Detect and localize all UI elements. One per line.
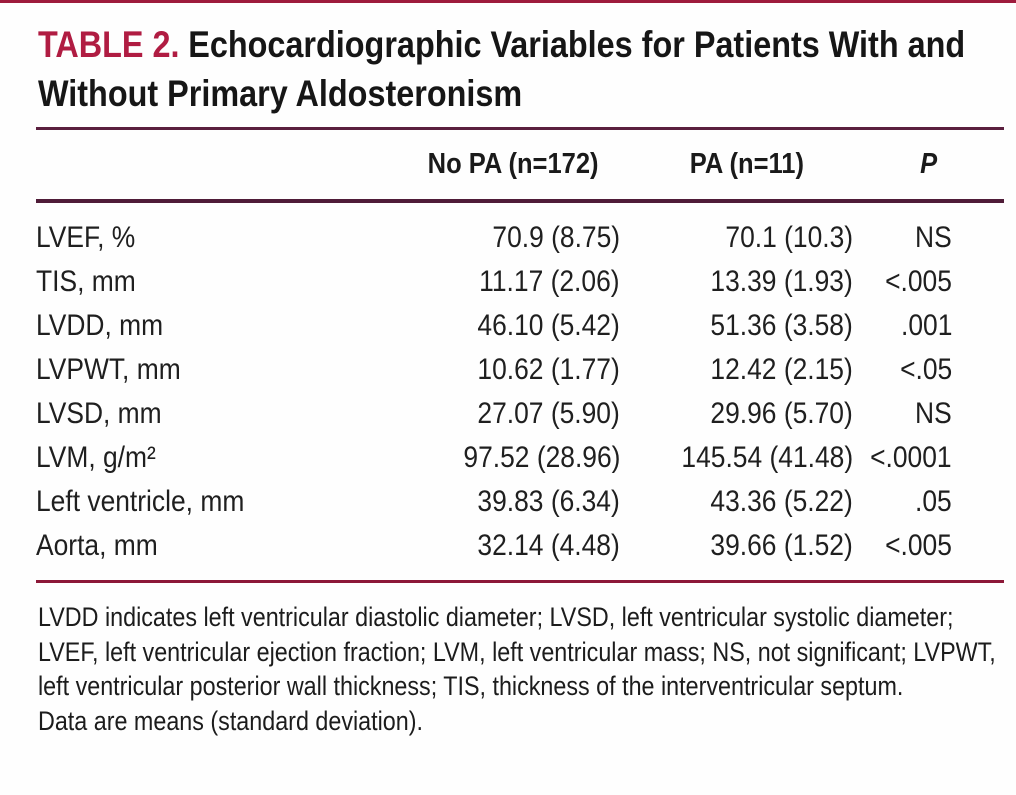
- pa-value-cell: 70.1 (10.3): [620, 221, 853, 255]
- table-title-block: TABLE 2. Echocardiographic Variables for …: [38, 3, 1016, 118]
- table-row-left-ventricle: Left ventricle, mm 39.83 (6.34) 43.36 (5…: [36, 480, 1004, 524]
- row-label: Left ventricle, mm: [36, 485, 245, 518]
- table-row-lvef: LVEF, % 70.9 (8.75) 70.1 (10.3) NS: [36, 216, 1004, 260]
- p-value-cell: <.0001: [853, 441, 1004, 475]
- p-value-cell: NS: [853, 221, 1004, 255]
- row-label: LVEF, %: [36, 221, 136, 254]
- header-cell-no-pa: No PA (n=172): [406, 148, 620, 181]
- row-label-cell: LVM, g/m²: [36, 441, 406, 475]
- footnote-block: LVDD indicates left ventricular diastoli…: [38, 600, 1004, 738]
- pa-value: 12.42 (2.15): [710, 353, 853, 386]
- row-label: LVM, g/m²: [36, 441, 156, 474]
- footnote-abbreviations: LVDD indicates left ventricular diastoli…: [38, 602, 996, 701]
- pa-value-cell: 13.39 (1.93): [620, 265, 853, 299]
- no-pa-value-cell: 70.9 (8.75): [406, 221, 620, 255]
- row-label-cell: Left ventricle, mm: [36, 485, 406, 519]
- p-value: NS: [915, 397, 952, 430]
- no-pa-value-cell: 10.62 (1.77): [406, 353, 620, 387]
- table-header-row: No PA (n=172) PA (n=11) P: [36, 130, 1004, 203]
- pa-value: 29.96 (5.70): [710, 397, 853, 430]
- no-pa-value-cell: 39.83 (6.34): [406, 485, 620, 519]
- p-value-cell: .05: [853, 485, 1004, 519]
- pa-value-cell: 39.66 (1.52): [620, 529, 853, 563]
- table-row-lvdd: LVDD, mm 46.10 (5.42) 51.36 (3.58) .001: [36, 304, 1004, 348]
- no-pa-value-cell: 97.52 (28.96): [406, 441, 620, 475]
- p-value-cell: <.005: [853, 529, 1004, 563]
- pa-value-cell: 12.42 (2.15): [620, 353, 853, 387]
- p-value: NS: [915, 221, 952, 254]
- pa-value: 39.66 (1.52): [710, 529, 853, 562]
- table-row-lvm: LVM, g/m² 97.52 (28.96) 145.54 (41.48) <…: [36, 436, 1004, 480]
- pa-value: 145.54 (41.48): [681, 441, 853, 474]
- p-value: .001: [900, 309, 952, 342]
- footnote-data-note: Data are means (standard deviation).: [38, 705, 423, 736]
- rule-under-title: [36, 127, 1004, 130]
- table-title-text: Echocardiographic Variables for Patients…: [38, 24, 966, 114]
- p-value-cell: <.05: [853, 353, 1004, 387]
- table-row-lvpwt: LVPWT, mm 10.62 (1.77) 12.42 (2.15) <.05: [36, 348, 1004, 392]
- header-cell-pa: PA (n=11): [620, 148, 853, 181]
- pa-value: 13.39 (1.93): [710, 265, 853, 298]
- no-pa-value: 27.07 (5.90): [477, 397, 620, 430]
- table-number-label: TABLE 2.: [38, 24, 180, 65]
- row-label: Aorta, mm: [36, 529, 158, 562]
- table-body: LVEF, % 70.9 (8.75) 70.1 (10.3) NS TIS, …: [36, 203, 1004, 583]
- row-label-cell: Aorta, mm: [36, 529, 406, 563]
- no-pa-value: 46.10 (5.42): [477, 309, 620, 342]
- no-pa-value-cell: 32.14 (4.48): [406, 529, 620, 563]
- p-value: <.05: [899, 353, 952, 386]
- row-label: LVPWT, mm: [36, 353, 181, 386]
- no-pa-value-cell: 27.07 (5.90): [406, 397, 620, 431]
- pa-value-cell: 51.36 (3.58): [620, 309, 853, 343]
- p-value: <.0001: [870, 441, 952, 474]
- pa-value: 43.36 (5.22): [710, 485, 853, 518]
- header-cell-p: P: [853, 148, 1004, 181]
- p-value-cell: <.005: [853, 265, 1004, 299]
- no-pa-value: 39.83 (6.34): [477, 485, 620, 518]
- p-value-cell: .001: [853, 309, 1004, 343]
- no-pa-value-cell: 11.17 (2.06): [406, 265, 620, 299]
- no-pa-value: 11.17 (2.06): [479, 265, 620, 298]
- header-label-p: P: [919, 148, 938, 180]
- header-label-no-pa: No PA (n=172): [427, 148, 599, 180]
- pa-value: 51.36 (3.58): [710, 309, 853, 342]
- table-title: TABLE 2. Echocardiographic Variables for …: [38, 20, 1016, 118]
- row-label-cell: LVDD, mm: [36, 309, 406, 343]
- table-row-aorta: Aorta, mm 32.14 (4.48) 39.66 (1.52) <.00…: [36, 524, 1004, 568]
- top-rule: [0, 0, 1016, 3]
- table-row-tis: TIS, mm 11.17 (2.06) 13.39 (1.93) <.005: [36, 260, 1004, 304]
- p-value: .05: [915, 485, 952, 518]
- no-pa-value: 70.9 (8.75): [492, 221, 620, 254]
- no-pa-value: 97.52 (28.96): [462, 441, 620, 474]
- header-label-pa: PA (n=11): [689, 148, 804, 180]
- p-value: <.005: [885, 529, 952, 562]
- pa-value-cell: 145.54 (41.48): [620, 441, 853, 475]
- row-label-cell: LVEF, %: [36, 221, 406, 255]
- pa-value-cell: 29.96 (5.70): [620, 397, 853, 431]
- row-label-cell: LVPWT, mm: [36, 353, 406, 387]
- footnote-text: LVDD indicates left ventricular diastoli…: [38, 600, 1006, 738]
- no-pa-value-cell: 46.10 (5.42): [406, 309, 620, 343]
- row-label-cell: LVSD, mm: [36, 397, 406, 431]
- row-label-cell: TIS, mm: [36, 265, 406, 299]
- p-value: <.005: [885, 265, 952, 298]
- row-label: LVSD, mm: [36, 397, 162, 430]
- row-label: LVDD, mm: [36, 309, 164, 342]
- row-label: TIS, mm: [36, 265, 136, 298]
- p-value-cell: NS: [853, 397, 1004, 431]
- no-pa-value: 32.14 (4.48): [477, 529, 620, 562]
- pa-value: 70.1 (10.3): [725, 221, 853, 254]
- no-pa-value: 10.62 (1.77): [477, 353, 620, 386]
- table-row-lvsd: LVSD, mm 27.07 (5.90) 29.96 (5.70) NS: [36, 392, 1004, 436]
- pa-value-cell: 43.36 (5.22): [620, 485, 853, 519]
